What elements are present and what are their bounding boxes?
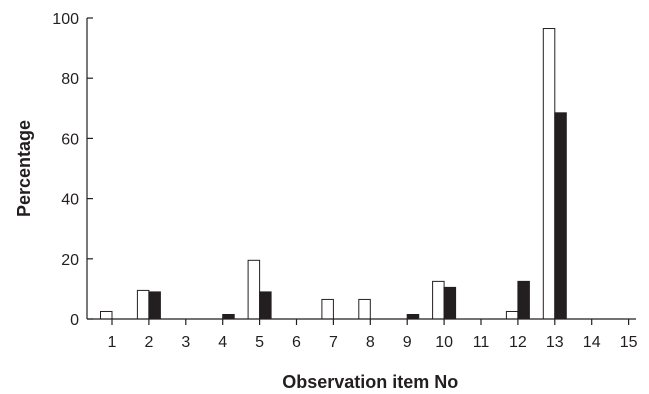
x-tick-label: 13 [546, 334, 564, 351]
x-tick-label: 6 [292, 334, 301, 351]
bar-series-1 [542, 28, 556, 320]
x-tick-label: 1 [108, 334, 117, 351]
y-tick-label: 60 [61, 131, 79, 148]
x-tick-label: 2 [144, 334, 153, 351]
bar-series-1 [136, 289, 150, 320]
y-tick-label: 80 [61, 71, 79, 88]
bar-series-2 [148, 291, 161, 320]
x-tick-label: 5 [255, 334, 264, 351]
y-axis-title: Percentage [14, 120, 34, 217]
x-axis-title: Observation item No [282, 372, 458, 392]
y-tick-label: 40 [61, 192, 79, 209]
bars-group [100, 28, 567, 320]
y-tick-label: 20 [61, 252, 79, 269]
bar-series-2 [443, 286, 457, 320]
bar-series-1 [505, 310, 519, 320]
x-tick-label: 4 [218, 334, 227, 351]
bar-series-2 [222, 313, 235, 320]
bar-series-1 [247, 259, 261, 320]
y-tick-label: 100 [52, 11, 79, 28]
x-tick-label: 7 [329, 334, 338, 351]
x-tick-label: 12 [509, 334, 527, 351]
x-tick-label: 9 [403, 334, 412, 351]
y-tick-label: 0 [70, 312, 79, 329]
x-tick-label: 10 [435, 334, 453, 351]
bar-series-2 [406, 313, 420, 320]
x-tick-label: 3 [181, 334, 190, 351]
x-ticks-group: 1 2 3 4 5 6 7 8 9 10 11 12 13 14 15 [108, 319, 638, 351]
bar-series-1 [432, 280, 445, 320]
bar-series-1 [321, 298, 334, 320]
bar-series-1 [100, 310, 113, 320]
bar-series-2 [554, 112, 567, 320]
bar-series-1 [358, 298, 371, 320]
bar-series-2 [517, 280, 530, 320]
x-tick-label: 14 [583, 334, 601, 351]
x-tick-label: 8 [366, 334, 375, 351]
x-tick-label: 11 [473, 334, 490, 351]
x-tick-label: 15 [620, 334, 638, 351]
bar-series-2 [259, 291, 272, 320]
y-ticks-group: 0 20 40 60 80 100 [52, 11, 93, 329]
